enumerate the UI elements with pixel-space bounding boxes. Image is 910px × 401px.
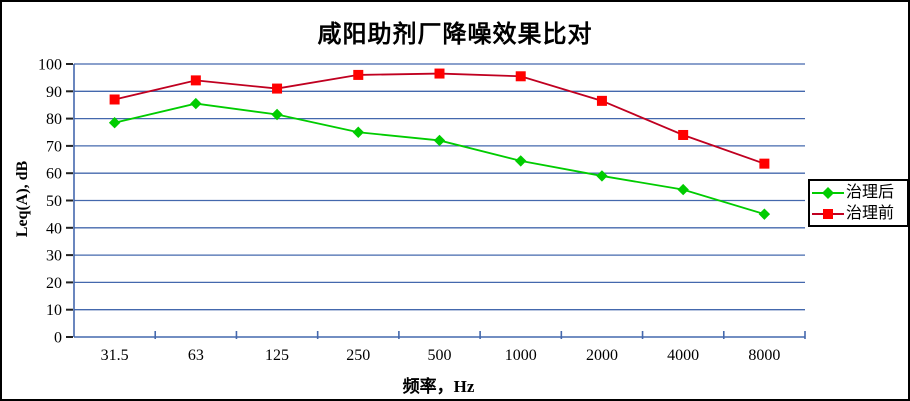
y-tick-label: 30 <box>46 248 62 265</box>
data-point-diamond <box>758 208 771 220</box>
data-point-square <box>596 95 607 106</box>
series-line-diamond <box>114 102 765 216</box>
data-point-diamond <box>515 155 527 167</box>
legend-label-after: 治理后 <box>846 183 895 201</box>
y-tick-label: 20 <box>46 275 62 292</box>
data-point-square <box>190 75 201 86</box>
y-tick-label: 70 <box>46 138 62 155</box>
legend-label-before: 治理前 <box>846 204 895 222</box>
y-tick-label: 10 <box>46 302 62 319</box>
x-tick-label: 500 <box>428 347 452 364</box>
data-point-square <box>678 129 689 140</box>
data-point-square <box>759 158 770 169</box>
data-point-square <box>434 68 445 79</box>
x-tick-label: 4000 <box>667 347 699 364</box>
legend-diamond-marker-icon <box>812 186 844 199</box>
x-tick-label: 125 <box>265 347 289 364</box>
data-point-square <box>272 83 283 94</box>
x-tick-label: 250 <box>346 347 370 364</box>
y-tick-label: 60 <box>46 166 62 183</box>
y-tick-label: 100 <box>38 57 62 74</box>
data-point-diamond <box>108 116 121 129</box>
legend-square-marker-icon <box>812 208 844 219</box>
y-tick-label: 40 <box>46 220 62 237</box>
data-point-square <box>353 69 364 80</box>
legend-item-after-treatment: 治理后 <box>810 183 907 203</box>
data-point-diamond <box>433 134 446 147</box>
data-point-diamond <box>352 126 364 138</box>
legend: 治理后 治理前 <box>808 179 908 227</box>
y-tick-label: 50 <box>46 193 62 210</box>
chart-title: 咸阳助剂厂降噪效果比对 <box>317 22 593 48</box>
x-tick-label: 2000 <box>586 347 618 364</box>
x-tick-label: 63 <box>188 347 204 364</box>
x-tick-label: 1000 <box>505 347 537 364</box>
data-point-square <box>109 94 120 105</box>
data-point-diamond <box>271 108 283 121</box>
data-point-diamond <box>677 183 689 196</box>
data-point-square <box>515 71 526 82</box>
legend-item-before-treatment: 治理前 <box>810 204 907 224</box>
legend-diamond-glyph <box>822 186 834 199</box>
y-tick-label: 80 <box>46 111 62 128</box>
legend-square-glyph <box>823 208 833 219</box>
data-point-diamond <box>190 97 202 110</box>
y-tick-label: 90 <box>46 84 62 101</box>
x-axis-title: 频率，Hz <box>402 377 475 396</box>
data-point-diamond <box>596 170 608 182</box>
x-tick-label: 31.5 <box>101 347 129 364</box>
y-tick-label: 0 <box>54 330 62 347</box>
x-tick-label: 8000 <box>748 347 780 364</box>
